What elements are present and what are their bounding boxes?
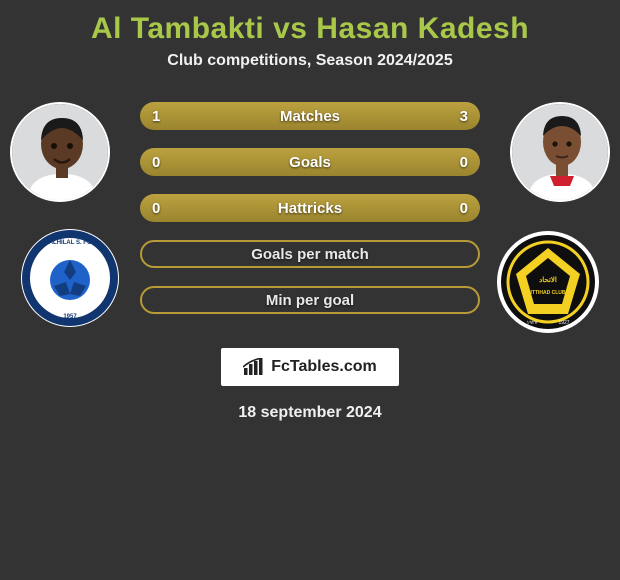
stat-label: Goals	[289, 154, 331, 171]
stat-label: Matches	[280, 108, 340, 125]
player-right-photo	[510, 102, 610, 202]
bar-chart-icon	[243, 358, 263, 376]
stat-right-value: 3	[460, 108, 468, 125]
stat-pill-min-per-goal: Min per goal	[140, 286, 480, 314]
date-label: 18 september 2024	[0, 404, 620, 422]
club-right-crest-icon: الاتحاد ITTIHAD CLUB ١٩٢٧ 1927	[496, 230, 600, 334]
club-left-crest-icon: ALHILAL S. FC 1957	[20, 228, 120, 328]
svg-text:ALHILAL S. FC: ALHILAL S. FC	[49, 240, 92, 246]
stat-label: Goals per match	[251, 246, 369, 263]
stat-label: Min per goal	[266, 292, 354, 309]
brand-label: FcTables.com	[271, 358, 377, 376]
svg-text:الاتحاد: الاتحاد	[539, 276, 557, 284]
stat-right-value: 0	[460, 154, 468, 171]
svg-text:ITTIHAD CLUB: ITTIHAD CLUB	[531, 290, 566, 296]
page-subtitle: Club competitions, Season 2024/2025	[0, 52, 620, 88]
stat-left-value: 1	[152, 108, 160, 125]
club-right-logo: الاتحاد ITTIHAD CLUB ١٩٢٧ 1927	[496, 230, 600, 334]
page-title: Al Tambakti vs Hasan Kadesh	[0, 8, 620, 52]
brand-badge: FcTables.com	[221, 348, 399, 386]
svg-text:1957: 1957	[63, 314, 77, 320]
stat-right-value: 0	[460, 200, 468, 217]
player-left-avatar-icon	[12, 104, 110, 202]
player-left-photo	[10, 102, 110, 202]
club-left-logo: ALHILAL S. FC 1957	[20, 228, 120, 328]
stat-left-value: 0	[152, 154, 160, 171]
comparison-card: Al Tambakti vs Hasan Kadesh Club competi…	[0, 0, 620, 422]
stat-pill-goals: 0 Goals 0	[140, 148, 480, 176]
player-right-avatar-icon	[512, 104, 610, 202]
svg-text:1927: 1927	[558, 320, 569, 326]
stat-left-value: 0	[152, 200, 160, 217]
stat-label: Hattricks	[278, 200, 342, 217]
comparison-arena: ALHILAL S. FC 1957 الاتحاد ITTIHAD CLUB …	[0, 88, 620, 348]
stat-pill-hattricks: 0 Hattricks 0	[140, 194, 480, 222]
stat-pill-matches: 1 Matches 3	[140, 102, 480, 130]
svg-text:١٩٢٧: ١٩٢٧	[527, 320, 538, 326]
stat-pill-goals-per-match: Goals per match	[140, 240, 480, 268]
stat-pill-list: 1 Matches 3 0 Goals 0 0 Hattricks 0 Goal…	[140, 102, 480, 314]
footer: FcTables.com 18 september 2024	[0, 348, 620, 422]
